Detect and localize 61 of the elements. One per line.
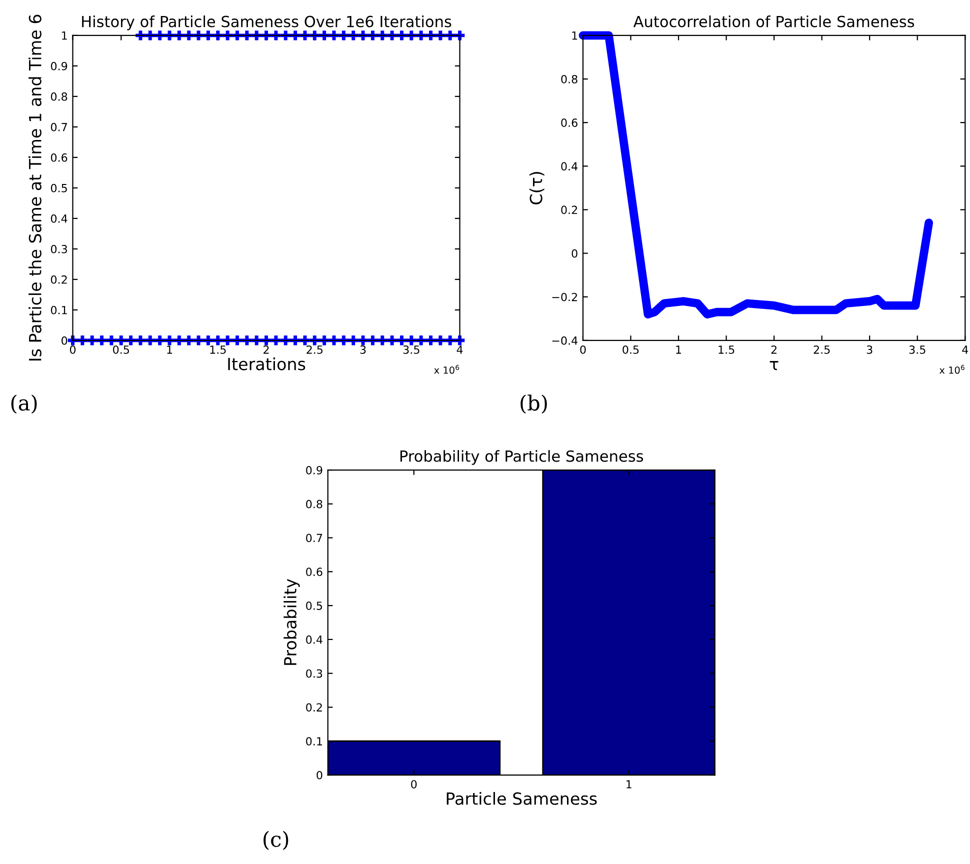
y-tick-label: 0.9	[306, 466, 322, 474]
y-tick-label: 0.6	[50, 153, 68, 162]
y-tick-label: 0.8	[561, 74, 578, 84]
y-tick-label: 0.6	[306, 568, 322, 576]
x-tick-label: 2.5	[814, 345, 830, 354]
y-tick-label: 0.2	[561, 206, 577, 214]
text: x 10$^{6}$	[434, 364, 460, 374]
y-tick-label: 0.3	[306, 669, 322, 678]
y-tick-label: 0	[316, 770, 322, 780]
text: (a)	[11, 394, 37, 414]
y-axis-title: C(τ)	[529, 172, 544, 204]
x-axis-title: Iterations	[228, 357, 306, 370]
y-tick-label: 0.7	[306, 534, 322, 542]
y-tick-label: −0.2	[552, 292, 577, 302]
y-tick-label: 0.1	[50, 306, 67, 314]
y-tick-label: −0.4	[552, 336, 578, 345]
y-axis-title: Is Particle the Same at Time 1 and Time 6	[28, 14, 42, 360]
x-tick-label: 2.5	[306, 345, 323, 354]
y-tick-label: 0.2	[50, 275, 67, 284]
x-tick-label: 1	[167, 346, 172, 354]
chart-title: History of Particle Sameness Over 1e6 Iterations	[82, 15, 452, 30]
x-tick-label: 1.5	[718, 346, 734, 354]
x-tick-label: 2	[771, 345, 776, 354]
x-axis-title: Particle Sameness	[446, 792, 597, 805]
x-tick-label: 1	[676, 346, 682, 354]
y-tick-label: 1	[572, 32, 578, 40]
x-tick-label: 0	[580, 345, 586, 354]
x-axis-title: τ	[770, 360, 778, 370]
x-tick-label: 3.5	[909, 345, 926, 354]
text: (c)	[264, 830, 288, 850]
text: (b)	[520, 394, 547, 414]
y-tick-label: 0.6	[561, 118, 578, 127]
y-tick-label: 0.4	[561, 162, 578, 171]
x-tick-label: 0.5	[113, 345, 129, 354]
x-tick-label: 0.5	[622, 345, 639, 354]
x-tick-label: 4	[456, 346, 463, 354]
chart-title: Autocorrelation of Particle Sameness	[633, 15, 914, 28]
y-tick-label: 0.8	[306, 500, 322, 508]
x-tick-label: 3	[360, 345, 366, 354]
y-tick-label: 0.9	[50, 62, 68, 70]
y-tick-label: 0.7	[50, 122, 67, 132]
y-tick-label: 0.2	[306, 703, 322, 712]
y-tick-label: 0.8	[50, 92, 68, 101]
x-tick-label: 1.5	[210, 346, 226, 354]
y-tick-label: 0	[62, 336, 68, 345]
y-tick-label: 0.1	[306, 737, 322, 746]
y-tick-label: 0.5	[306, 602, 322, 610]
y-axis-title: Probability	[284, 578, 300, 665]
chart-title: Probability of Particle Sameness	[400, 450, 644, 465]
x-tick-label: 0	[70, 345, 76, 354]
x-tick-label: 3	[866, 345, 872, 354]
y-tick-label: 1	[62, 32, 67, 40]
y-tick-label: 0.4	[50, 214, 68, 223]
x-tick-label: 2	[264, 345, 269, 354]
y-tick-label: 0.4	[306, 635, 322, 644]
y-tick-label: 0.5	[50, 184, 67, 192]
x-tick-label: 3.5	[403, 345, 420, 354]
y-tick-label: 0.3	[50, 244, 67, 254]
text: x 10$^{6}$	[939, 364, 964, 374]
y-tick-label: 0	[572, 249, 578, 258]
x-tick-label: 4	[962, 346, 968, 354]
